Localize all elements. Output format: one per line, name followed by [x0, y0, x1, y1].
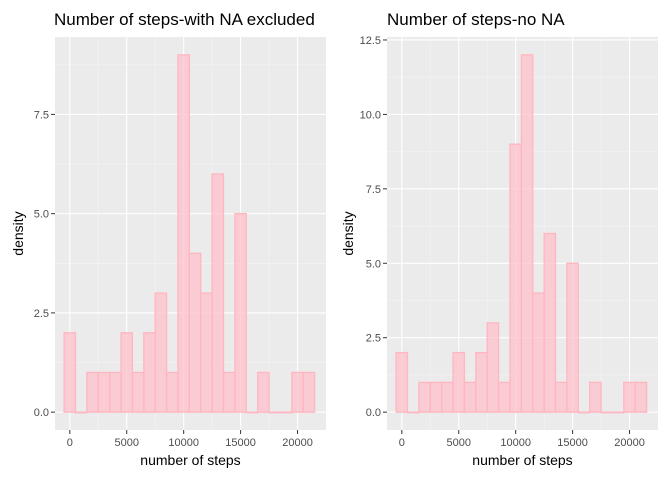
- histogram-bar: [554, 381, 568, 413]
- histogram-bar: [600, 411, 614, 414]
- histogram-bar: [452, 351, 466, 413]
- histogram-bar: [120, 332, 134, 413]
- chart-svg-left: 0 5000 10000 15000 20000 0.0 2.5 5.0 7.5 number o…: [10, 37, 326, 468]
- y-tick-label: 2.5: [34, 308, 49, 320]
- histogram-bar: [486, 322, 500, 413]
- x-tick-label: 5000: [114, 437, 138, 449]
- histogram-bar: [63, 332, 77, 413]
- y-axis-title: density: [340, 211, 356, 255]
- y-tick-label: 0.0: [366, 407, 381, 419]
- histogram-bar: [154, 292, 168, 413]
- x-tick-label: 0: [67, 437, 73, 449]
- histogram-bar: [279, 411, 293, 414]
- histogram-bar: [532, 292, 545, 413]
- x-axis-title: number of steps: [472, 452, 572, 468]
- y-tick-label: 0.0: [34, 407, 49, 419]
- histogram-bar: [143, 332, 156, 413]
- histogram-bar: [131, 371, 145, 413]
- y-tick-label: 5.0: [34, 209, 49, 221]
- chart-svg-right: 0 5000 10000 15000 20000 0.0 2.5 5.0 7.5 10.0 12.5…: [340, 35, 658, 468]
- histogram-bar: [634, 381, 648, 413]
- x-tick-label: 15000: [225, 437, 256, 449]
- histogram-bar: [589, 381, 602, 413]
- chart-title-right: Number of steps-no NA: [387, 10, 565, 29]
- histogram-bar: [268, 411, 282, 414]
- histogram-bar: [611, 411, 625, 414]
- histogram-bar: [211, 173, 225, 413]
- histogram-bar: [234, 213, 247, 413]
- histogram-bar: [188, 252, 202, 413]
- histogram-bar: [418, 381, 431, 413]
- y-tick-label: 2.5: [366, 333, 381, 345]
- histogram-bar: [520, 54, 534, 413]
- chart-panel-left: Number of steps-with NA excluded 0 5000 10…: [10, 10, 326, 468]
- y-tick-label: 5.0: [366, 258, 381, 270]
- x-tick-label: 0: [399, 437, 405, 449]
- histogram-bar: [497, 381, 511, 413]
- y-tick-label: 12.5: [360, 35, 381, 47]
- x-tick-label: 10000: [168, 437, 199, 449]
- histogram-bar: [429, 381, 443, 413]
- histogram-bar: [509, 143, 523, 413]
- y-tick-label: 7.5: [34, 109, 49, 121]
- histogram-bar: [245, 411, 259, 414]
- histogram-bar: [302, 371, 316, 413]
- x-tick-label: 15000: [557, 437, 588, 449]
- histogram-bar: [74, 411, 88, 414]
- x-tick-label: 5000: [446, 437, 470, 449]
- histogram-bar: [86, 371, 99, 413]
- histogram-bar: [257, 371, 270, 413]
- histogram-bar: [222, 371, 236, 413]
- histogram-bar: [577, 411, 591, 414]
- histogram-bar: [291, 371, 304, 413]
- x-tick-label: 20000: [614, 437, 645, 449]
- y-axis-title: density: [10, 211, 26, 255]
- histogram-bar: [406, 411, 420, 414]
- y-tick-label: 10.0: [360, 109, 381, 121]
- histogram-bar: [165, 371, 179, 413]
- histogram-bar: [109, 371, 122, 413]
- x-tick-label: 20000: [282, 437, 313, 449]
- histogram-bar: [475, 351, 488, 413]
- y-tick-label: 7.5: [366, 184, 381, 196]
- chart-panel-right: Number of steps-no NA 0 5000 10000 15000 200…: [336, 0, 672, 480]
- histogram-bar: [566, 262, 579, 413]
- histogram-bar: [177, 54, 191, 413]
- histogram-bar: [463, 381, 477, 413]
- histogram-bar: [395, 351, 409, 413]
- histogram-bar: [543, 232, 557, 413]
- histogram-bar: [441, 381, 454, 413]
- histogram-bar: [200, 292, 213, 413]
- histogram-bar: [623, 381, 636, 413]
- chart-title-left: Number of steps-with NA excluded: [54, 10, 315, 29]
- x-axis-title: number of steps: [140, 452, 240, 468]
- x-tick-label: 10000: [500, 437, 531, 449]
- histogram-bar: [97, 371, 111, 413]
